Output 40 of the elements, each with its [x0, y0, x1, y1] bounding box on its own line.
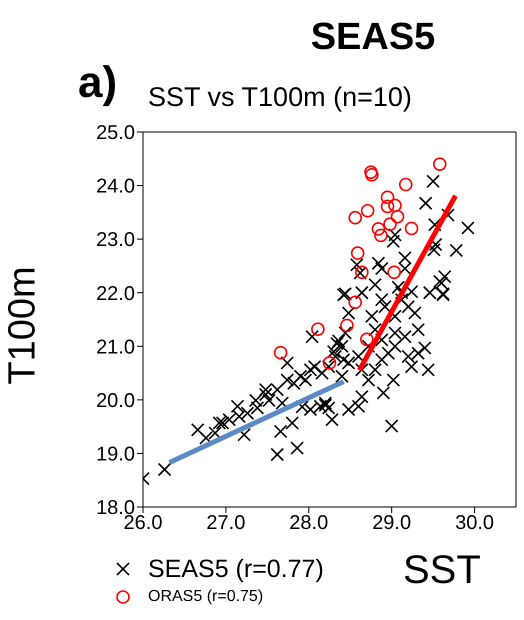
point [311, 322, 325, 336]
point [340, 318, 354, 332]
y-tick-label: 24.0 [96, 176, 135, 198]
point [364, 168, 379, 182]
x-tick-label: 30.0 [455, 512, 494, 534]
legend-label: ORAS5 (r=0.75) [148, 588, 264, 606]
point [274, 346, 288, 360]
chart-subtitle: SST vs T100m (n=10) [148, 82, 412, 113]
y-tick-label: 20.0 [96, 390, 135, 412]
y-axis-title: T100m [2, 265, 44, 387]
text: a) [78, 58, 118, 108]
x-tick-label: 29.0 [372, 512, 412, 534]
point [404, 222, 418, 236]
x-tick-label: 28.0 [289, 512, 328, 534]
y-tick-label: 23.0 [96, 229, 135, 252]
y-tick-label: 19.0 [96, 444, 135, 466]
point [380, 190, 394, 204]
point [374, 228, 388, 242]
y-tick-label: 21.0 [96, 336, 135, 358]
x-tick-label: 27.0 [206, 512, 246, 534]
point [364, 165, 378, 179]
point [350, 246, 364, 260]
x-axis-title: SST [403, 548, 481, 593]
point [387, 266, 401, 280]
point [390, 210, 404, 224]
point [372, 222, 386, 236]
y-tick-label: 22.0 [96, 282, 135, 305]
point [360, 204, 374, 218]
y-tick-label: 25.0 [96, 122, 135, 144]
point [432, 157, 447, 171]
point [380, 200, 394, 214]
legend-label: SEAS5 (r=0.77) [148, 554, 324, 584]
point [348, 296, 362, 310]
point [322, 356, 336, 370]
point [360, 332, 374, 346]
chart-title: SEAS5 [310, 16, 436, 59]
point [388, 198, 402, 212]
point [398, 178, 413, 192]
point [383, 217, 397, 231]
point [348, 210, 362, 225]
